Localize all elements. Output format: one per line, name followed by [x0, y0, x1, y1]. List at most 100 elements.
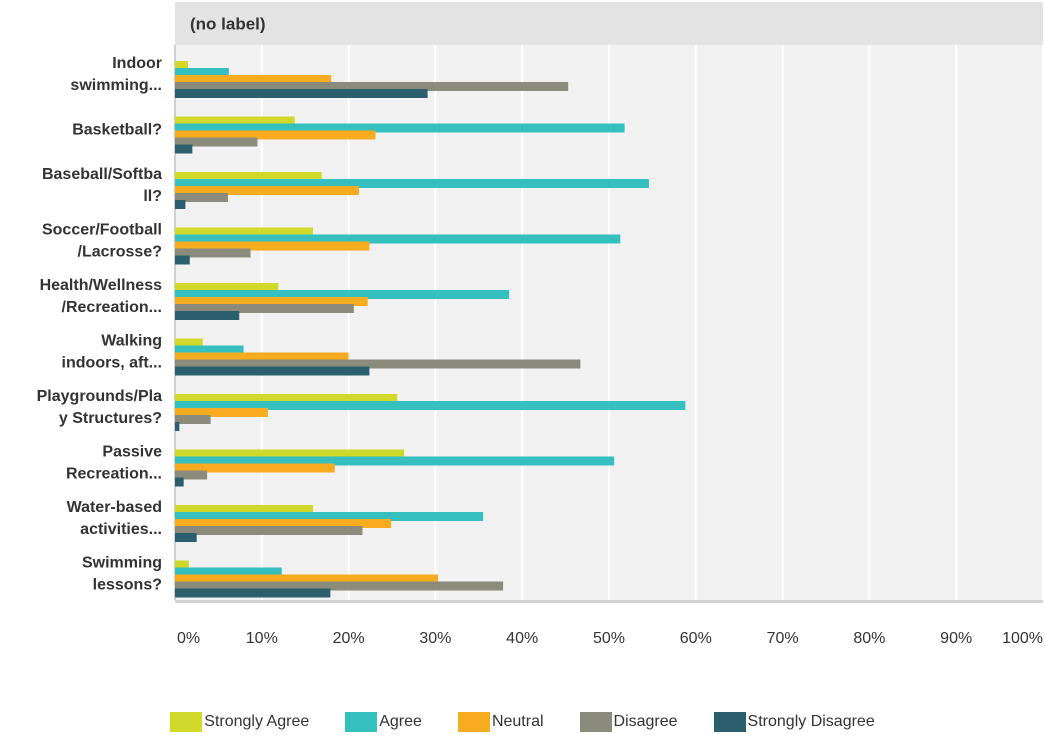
category-label: Playgrounds/Pla: [37, 388, 162, 405]
legend: Strongly Agree Agree Neutral Disagree Strong…: [0, 712, 1045, 732]
legend-swatch: [170, 712, 203, 732]
legend-item: Strongly Agree: [170, 712, 309, 732]
bar-neutral: [175, 186, 360, 195]
bar-agree: [175, 512, 484, 521]
legend-item: Neutral: [457, 712, 544, 732]
x-tick-label: 10%: [246, 630, 278, 647]
category-label: Water-based: [67, 499, 162, 516]
bar-strongly-agree: [175, 116, 295, 126]
legend-label: Disagree: [613, 713, 678, 730]
bar-strongly-agree: [175, 560, 189, 570]
bar-agree: [175, 567, 282, 577]
bar-disagree: [175, 581, 504, 591]
bar-disagree: [175, 248, 251, 258]
legend-label: Neutral: [491, 713, 544, 730]
legend-item: Disagree: [579, 712, 678, 732]
legend-swatch: [713, 712, 746, 732]
bar-strongly-agree: [175, 394, 398, 403]
bar-strongly-disagree: [175, 144, 193, 154]
bar-agree: [175, 456, 615, 466]
x-tick-label: 80%: [853, 630, 885, 647]
bar-strongly-agree: [175, 505, 314, 514]
bar-strongly-disagree: [175, 89, 428, 98]
legend-swatch: [457, 712, 490, 732]
bar-neutral: [175, 519, 392, 528]
legend-swatch: [345, 712, 378, 732]
category-label: activities...: [80, 521, 162, 538]
bar-neutral: [175, 75, 332, 84]
bar-neutral: [175, 574, 439, 584]
category-label: ll?: [143, 188, 162, 205]
bar-agree: [175, 68, 229, 77]
bar-strongly-agree: [175, 227, 314, 237]
x-tick-label: 30%: [419, 630, 451, 647]
bar-disagree: [175, 470, 208, 480]
bar-neutral: [175, 241, 370, 251]
category-label: Swimming: [82, 554, 162, 571]
bar-neutral: [175, 463, 335, 473]
bar-neutral: [175, 130, 376, 140]
bar-agree: [175, 123, 625, 133]
bar-strongly-disagree: [175, 588, 331, 598]
category-label: Walking: [101, 332, 162, 349]
category-label: swimming...: [70, 77, 162, 94]
category-label: Basketball?: [72, 121, 162, 138]
chart-header: [175, 2, 1043, 45]
bar-strongly-disagree: [175, 311, 240, 320]
x-axis-line: [175, 600, 1043, 603]
category-label: Baseball/Softba: [42, 166, 162, 183]
category-label: lessons?: [93, 576, 162, 593]
category-label: Recreation...: [66, 465, 162, 482]
bar-disagree: [175, 359, 581, 369]
legend-item: Agree: [345, 712, 422, 732]
category-label: Soccer/Football: [42, 221, 162, 238]
bar-agree: [175, 234, 621, 244]
chart-title: (no label): [190, 15, 266, 34]
category-label: Indoor: [112, 55, 162, 72]
bar-strongly-disagree: [175, 366, 370, 376]
bar-strongly-agree: [175, 61, 189, 70]
bar-disagree: [175, 304, 354, 313]
x-tick-label: 70%: [767, 630, 799, 647]
bar-strongly-disagree: [175, 477, 184, 487]
x-tick-label: 0%: [177, 630, 200, 647]
x-tick-label: 50%: [593, 630, 625, 647]
bar-disagree: [175, 415, 211, 424]
bar-agree: [175, 179, 649, 188]
category-label: y Structures?: [59, 410, 162, 427]
legend-label: Agree: [379, 713, 422, 730]
x-tick-label: 100%: [1002, 630, 1043, 647]
category-label: /Lacrosse?: [78, 243, 162, 260]
legend-label: Strongly Disagree: [747, 713, 875, 730]
bar-strongly-agree: [175, 172, 322, 181]
bar-agree: [175, 290, 510, 299]
bar-disagree: [175, 193, 228, 202]
category-label: Passive: [102, 443, 162, 460]
bar-strongly-disagree: [175, 533, 197, 542]
legend-item: Strongly Disagree: [713, 712, 875, 732]
bar-chart: (no label) 0% 10% 20% 30% 40% 50% 60% 70% 80% 90% 1…: [37, 2, 1044, 647]
bar-strongly-disagree: [175, 255, 190, 265]
bar-agree: [175, 345, 244, 355]
x-tick-label: 40%: [506, 630, 538, 647]
bar-neutral: [175, 408, 268, 417]
bar-strongly-disagree: [175, 422, 180, 431]
category-label: indoors, aft...: [62, 354, 162, 371]
x-tick-label: 20%: [333, 630, 365, 647]
bar-strongly-agree: [175, 338, 203, 348]
bar-neutral: [175, 297, 368, 306]
category-label: /Recreation...: [62, 299, 162, 316]
bar-strongly-disagree: [175, 200, 186, 209]
legend-label: Strongly Agree: [204, 713, 310, 730]
category-label: Health/Wellness: [40, 277, 163, 294]
bar-strongly-agree: [175, 283, 279, 292]
bar-disagree: [175, 137, 258, 147]
bar-disagree: [175, 526, 363, 535]
bar-neutral: [175, 352, 349, 362]
legend-swatch: [579, 712, 612, 732]
bar-disagree: [175, 82, 569, 91]
bar-strongly-agree: [175, 449, 405, 459]
x-tick-label: 90%: [940, 630, 972, 647]
bar-agree: [175, 401, 686, 410]
